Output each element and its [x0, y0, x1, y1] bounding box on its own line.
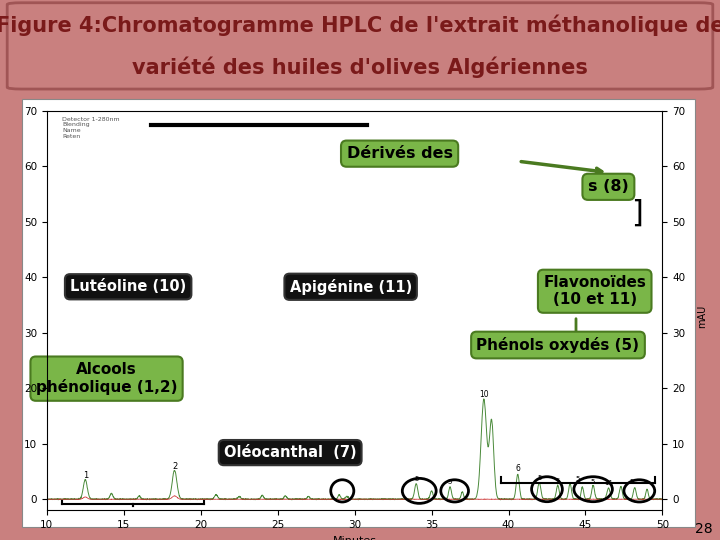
Text: 6: 6: [516, 464, 520, 474]
Text: 10: 10: [479, 389, 489, 399]
Text: 28: 28: [696, 522, 713, 536]
Text: 1: 1: [83, 471, 88, 480]
Text: variété des huiles d'olives Algériennes: variété des huiles d'olives Algériennes: [132, 56, 588, 78]
Text: 5: 5: [629, 478, 634, 485]
FancyBboxPatch shape: [22, 98, 695, 526]
Text: 2: 2: [172, 462, 177, 471]
Text: 5: 5: [556, 477, 560, 483]
Text: 11: 11: [604, 480, 613, 487]
Text: Figure 4:Chromatogramme HPLC de l'extrait méthanolique de: Figure 4:Chromatogramme HPLC de l'extrai…: [0, 14, 720, 36]
Text: Lutéoline (10): Lutéoline (10): [70, 279, 186, 294]
X-axis label: Minutes: Minutes: [333, 536, 377, 540]
Text: Dérivés des: Dérivés des: [346, 146, 453, 161]
Text: 5: 5: [448, 479, 452, 485]
Text: 5: 5: [591, 478, 595, 485]
Text: Oléocanthal  (7): Oléocanthal (7): [224, 445, 356, 460]
Text: 5: 5: [575, 476, 580, 482]
Text: Apigénine (11): Apigénine (11): [289, 279, 412, 295]
Text: Phénols oxydés (5): Phénols oxydés (5): [477, 337, 639, 353]
Text: Flavonoïdes
(10 et 11): Flavonoïdes (10 et 11): [544, 275, 646, 307]
Text: mAU: mAU: [697, 304, 707, 328]
Text: Detector 1-280nm
Blending
Name
Reten: Detector 1-280nm Blending Name Reten: [62, 117, 120, 139]
Text: 5: 5: [537, 475, 541, 481]
Text: Alcools
phénolique (1,2): Alcools phénolique (1,2): [36, 362, 177, 395]
FancyBboxPatch shape: [7, 3, 713, 89]
Text: ]: ]: [631, 198, 643, 227]
Text: s (8): s (8): [588, 179, 629, 194]
Text: 5: 5: [414, 476, 418, 482]
